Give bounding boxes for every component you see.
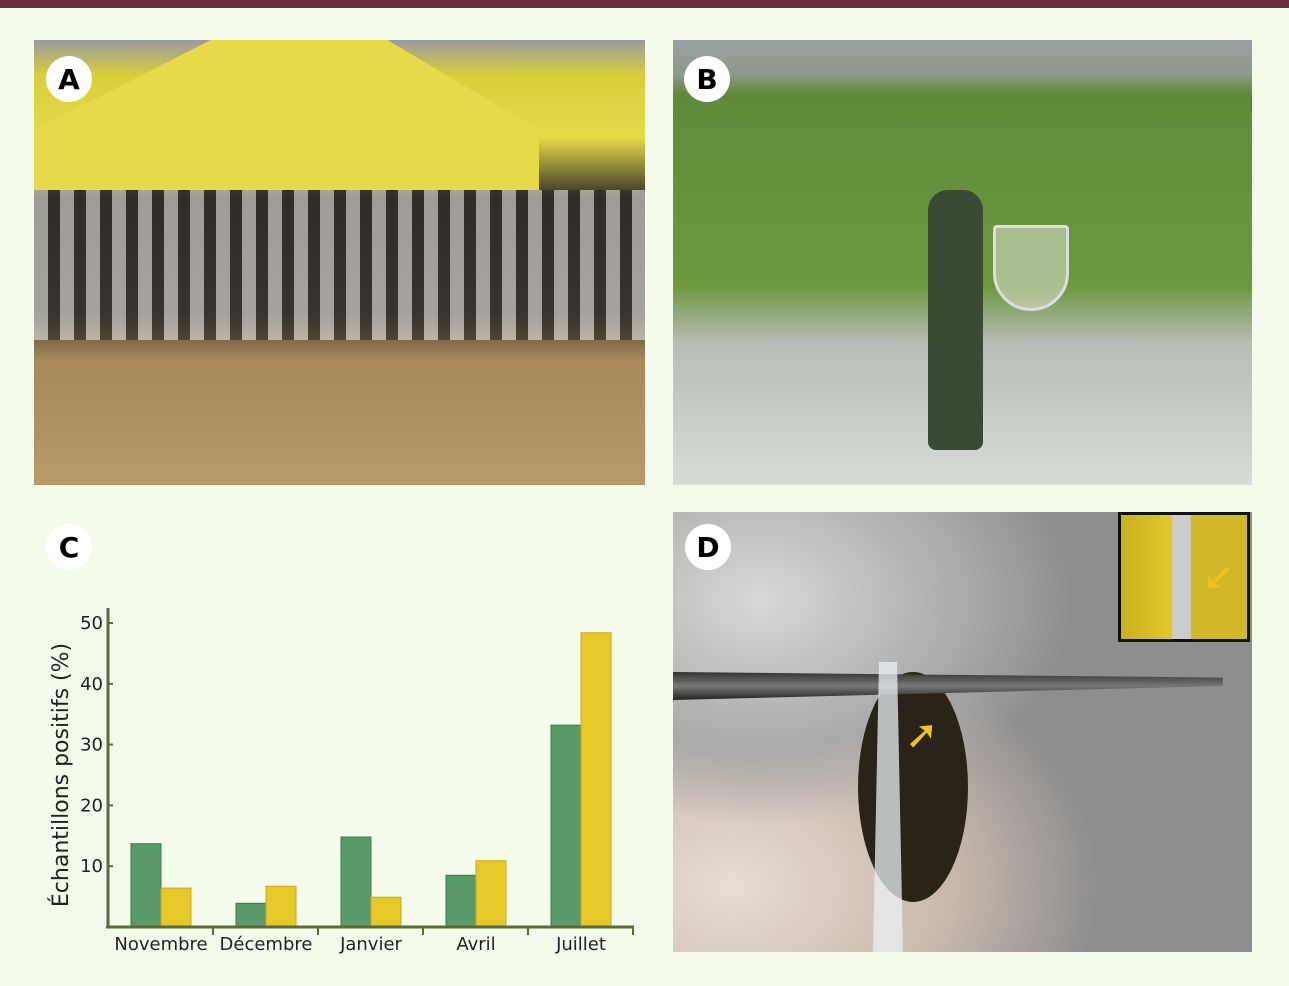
person bbox=[928, 190, 983, 450]
bar-juillet-series-1 bbox=[550, 724, 582, 928]
bar-novembre-series-1 bbox=[130, 843, 162, 928]
bar-décembre-series-1 bbox=[235, 902, 267, 928]
bar-janvier-series-2 bbox=[370, 896, 402, 928]
inset-zoom: ➘ bbox=[1118, 512, 1250, 642]
panel-label-b: B bbox=[684, 56, 730, 102]
tweezers bbox=[673, 672, 1223, 700]
bar-novembre-series-2 bbox=[160, 887, 192, 928]
photo-panel-b: B bbox=[673, 40, 1252, 485]
x-tick-label: Novembre bbox=[114, 934, 207, 955]
x-tick-label: Avril bbox=[456, 934, 495, 955]
bar-avril-series-2 bbox=[475, 860, 507, 928]
top-border bbox=[0, 0, 1289, 8]
bar-juillet-series-2 bbox=[580, 632, 612, 928]
y-tick-label: 50 bbox=[80, 613, 103, 634]
tent bbox=[34, 40, 539, 190]
panel-label-d: D bbox=[685, 524, 731, 570]
x-tick-label: Décembre bbox=[220, 934, 313, 955]
bar-avril-series-1 bbox=[445, 874, 477, 928]
bar-janvier-series-1 bbox=[340, 836, 372, 928]
y-tick-label: 30 bbox=[80, 735, 103, 756]
y-tick-label: 10 bbox=[80, 856, 103, 877]
crowd bbox=[34, 190, 645, 340]
x-tick-label: Juillet bbox=[555, 934, 606, 955]
y-tick-label: 20 bbox=[80, 795, 103, 816]
bar-décembre-series-2 bbox=[265, 885, 297, 928]
bar-chart: 10 20 30 40 50 Novembre Décembre Janvier Avril J… bbox=[48, 608, 634, 955]
y-axis-label: Échantillons positifs (%) bbox=[48, 643, 74, 907]
photo-panel-d: ➚ ➘ D bbox=[673, 512, 1252, 952]
photo-panel-a: A bbox=[34, 40, 645, 485]
net bbox=[993, 225, 1069, 311]
arrow-up-left-icon: ➘ bbox=[1201, 555, 1235, 601]
panel-label-c: C bbox=[46, 524, 92, 570]
arrow-up-left-icon: ➚ bbox=[905, 712, 939, 758]
x-tick-label: Janvier bbox=[339, 934, 402, 955]
y-tick-label: 40 bbox=[80, 674, 103, 695]
panel-label-a: A bbox=[46, 56, 92, 102]
tick-specimen bbox=[858, 672, 968, 902]
